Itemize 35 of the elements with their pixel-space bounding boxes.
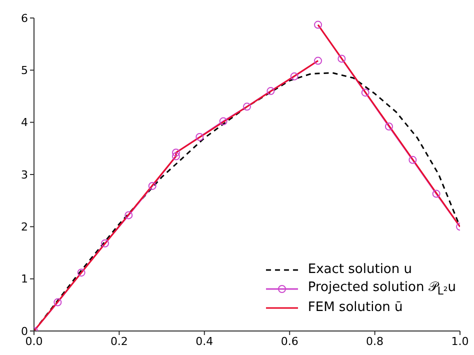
y-tick-label: 5 — [21, 64, 28, 78]
x-tick-label: 0.2 — [110, 334, 128, 348]
x-tick-label: 0.0 — [25, 334, 43, 348]
point — [266, 87, 275, 96]
point — [196, 132, 204, 141]
y-tick-label: 1 — [21, 272, 28, 286]
point — [432, 190, 440, 198]
point — [172, 152, 180, 160]
legend-label: Exact solution u — [308, 262, 412, 277]
point — [101, 239, 110, 248]
y-tick-label: 0 — [21, 324, 28, 338]
x-tick-label: 0.8 — [366, 334, 384, 348]
point — [290, 72, 298, 80]
point — [77, 268, 86, 277]
legend-label: FEM solution ū — [308, 300, 403, 315]
point — [314, 20, 322, 29]
x-tick-label: 0.4 — [196, 334, 214, 348]
x-tick-label: 0.6 — [280, 334, 298, 348]
y-tick-label: 2 — [21, 220, 28, 234]
point — [54, 298, 62, 306]
point — [384, 122, 393, 131]
point — [148, 182, 156, 190]
x-tick-label: 1.0 — [451, 334, 469, 348]
y-tick-label: 3 — [21, 168, 28, 182]
y-tick-label: 4 — [21, 116, 28, 130]
point — [172, 148, 180, 157]
y-tick-label: 6 — [21, 12, 28, 25]
point — [124, 211, 133, 220]
point — [314, 56, 322, 65]
point — [219, 117, 228, 126]
point — [243, 102, 251, 111]
legend-label: Projected solution 𝒫$_{L²}$u — [308, 280, 456, 298]
point — [361, 88, 370, 97]
point — [408, 156, 417, 164]
point — [338, 54, 346, 63]
